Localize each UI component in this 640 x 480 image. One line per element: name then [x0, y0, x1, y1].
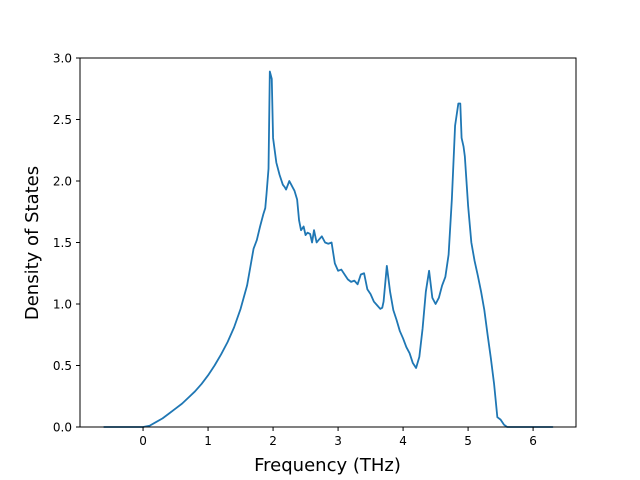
- y-tick-label-1: 0.5: [53, 359, 72, 373]
- plot-frame-border: [79, 57, 577, 428]
- x-tick-label-2: 2: [269, 434, 277, 448]
- y-tick-label-4: 2.0: [53, 175, 72, 189]
- y-tick-label-3: 1.5: [53, 236, 72, 250]
- x-tick-label-4: 4: [399, 434, 407, 448]
- x-tick-label-0: 0: [139, 434, 147, 448]
- y-tick-label-2: 1.0: [53, 298, 72, 312]
- x-axis-ticks: 0 1 2 3 4 5 6: [139, 427, 537, 448]
- x-tick-label-6: 6: [529, 434, 537, 448]
- y-tick-label-0: 0.0: [53, 421, 72, 435]
- y-tick-label-5: 2.5: [53, 113, 72, 127]
- series-line-0: [103, 70, 554, 428]
- y-tick-label-6: 3.0: [53, 52, 72, 66]
- plot-area: [79, 57, 577, 428]
- x-tick-label-5: 5: [464, 434, 472, 448]
- series-layer: [103, 70, 554, 428]
- y-axis-label: Density of States: [22, 166, 43, 320]
- y-axis-ticks: 0.0 0.5 1.0 1.5 2.0 2.5 3.0: [53, 52, 80, 435]
- x-tick-label-3: 3: [334, 434, 342, 448]
- x-tick-label-1: 1: [204, 434, 212, 448]
- x-axis-label: Frequency (THz): [254, 455, 401, 476]
